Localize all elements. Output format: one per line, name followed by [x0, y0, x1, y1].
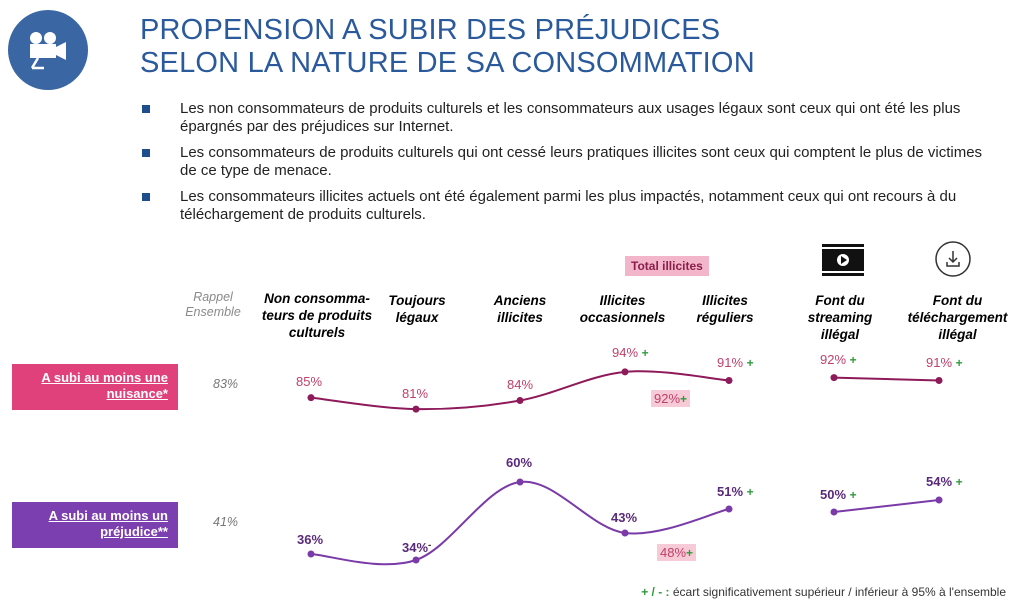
- ensemble-nuisance: 83%: [213, 377, 239, 391]
- nuisance-value-0: 85%: [296, 374, 323, 389]
- series-segment-0: [833, 376, 940, 382]
- row-label-nuisance-text: A subi au moins une nuisance*: [41, 370, 168, 401]
- series-0-point-3: [621, 368, 629, 376]
- series-segment-1: [833, 499, 940, 513]
- prejudice-value-1: 34%-: [402, 540, 432, 555]
- col-header-non-consommateurs: Non consomma-teurs de produits culturels: [261, 291, 373, 340]
- prejudice-value-6: 54% +: [926, 474, 963, 489]
- col-header-toujours-legaux: Toujours légaux: [388, 293, 446, 325]
- prejudice-value-0: 36%: [297, 532, 324, 547]
- series-1-point-1: [412, 556, 420, 564]
- nuisance-value-1: 81%: [402, 386, 429, 401]
- series-0-point-4: [725, 376, 733, 384]
- footnote: + / - : écart significativement supérieu…: [641, 585, 1006, 599]
- logo-badge: [8, 10, 88, 90]
- bullet-square-icon: [142, 193, 150, 201]
- title-line-2: SELON LA NATURE DE SA CONSOMMATION: [140, 47, 755, 79]
- col-header-illicites-occasionnels: Illicites occasionnels: [579, 293, 666, 325]
- bullet-text: Les consommateurs de produits culturels …: [180, 144, 983, 179]
- series-1-point-4: [725, 505, 733, 513]
- streaming-icon: [822, 244, 864, 283]
- nuisance-total-illicites: 92%+: [651, 390, 691, 407]
- series-0-point-1: [412, 405, 420, 413]
- series-1-point-0: [307, 550, 315, 558]
- nuisance-value-3: 94% +: [612, 345, 649, 360]
- nuisance-value-4: 91% +: [717, 355, 754, 370]
- bullet-text: Les non consommateurs de produits cultur…: [180, 100, 961, 135]
- bullet-square-icon: [142, 149, 150, 157]
- bullet-list: Les non consommateurs de produits cultur…: [140, 100, 1000, 232]
- row-label-nuisance: A subi au moins une nuisance*: [12, 364, 178, 410]
- prejudice-total-illicites: 48%+: [657, 544, 697, 561]
- prejudice-value-3: 43%: [611, 510, 638, 525]
- bullet-item: Les consommateurs illicites actuels ont …: [140, 188, 1000, 224]
- rappel-ensemble-label: Rappel Ensemble: [185, 290, 241, 319]
- nuisance-value-5: 92% +: [820, 352, 857, 367]
- nuisance-value-6: 91% +: [926, 355, 963, 370]
- series-0-point-2: [516, 397, 524, 405]
- footnote-text: écart significativement supérieur / infé…: [672, 585, 1006, 599]
- series-1-point-5: [830, 508, 838, 516]
- page-title: PROPENSION A SUBIR DES PRÉJUDICES SELON …: [140, 14, 755, 80]
- series-1-point-3: [621, 529, 629, 537]
- series-0-point-5: [830, 374, 838, 382]
- row-label-prejudice-text: A subi au moins un préjudice**: [48, 508, 168, 539]
- col-header-anciens-illicites: Anciens illicites: [493, 293, 547, 325]
- total-illicites-badge: Total illicites: [625, 256, 709, 276]
- series-0-point-6: [935, 376, 943, 384]
- footnote-sig: + / - :: [641, 585, 670, 599]
- series-0-point-0: [307, 394, 315, 402]
- bullet-item: Les consommateurs de produits culturels …: [140, 144, 1000, 180]
- series-1-point-6: [935, 496, 943, 504]
- bullet-square-icon: [142, 105, 150, 113]
- col-header-telechargement: Font du téléchargement illégal: [907, 293, 1008, 342]
- title-line-1: PROPENSION A SUBIR DES PRÉJUDICES: [140, 14, 721, 46]
- prejudice-value-4: 51% +: [717, 484, 754, 499]
- col-header-illicites-reguliers: Illicites réguliers: [696, 293, 754, 325]
- prejudice-value-5: 50% +: [820, 487, 857, 502]
- row-label-prejudice: A subi au moins un préjudice**: [12, 502, 178, 548]
- ensemble-prejudice: 41%: [213, 515, 239, 529]
- movie-camera-icon: [30, 32, 66, 70]
- nuisance-value-2: 84%: [507, 377, 534, 392]
- series-1-point-2: [516, 478, 524, 486]
- prejudice-value-2: 60%: [506, 455, 533, 470]
- bullet-item: Les non consommateurs de produits cultur…: [140, 100, 1000, 136]
- bullet-text: Les consommateurs illicites actuels ont …: [180, 188, 957, 223]
- col-header-streaming: Font du streaming illégal: [807, 293, 873, 342]
- download-icon: [934, 240, 972, 283]
